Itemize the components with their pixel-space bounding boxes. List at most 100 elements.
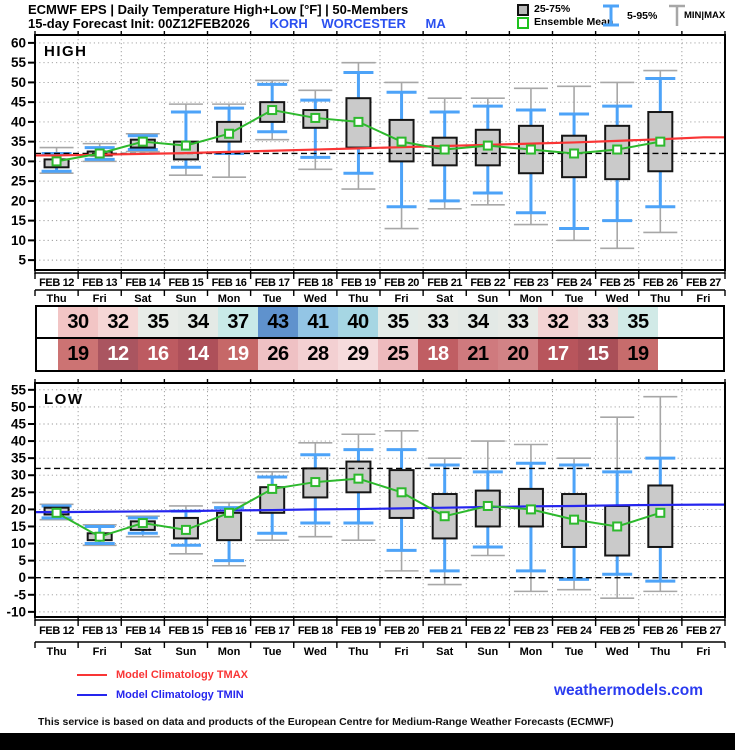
temp-cell: 35	[378, 307, 418, 337]
ensemble-mean-marker	[137, 518, 148, 529]
weekday-label: Sun	[477, 293, 498, 304]
temp-table-low-row: 19 12 16 14 19 26 28 29 25 18 21 20 17 15 19	[35, 339, 725, 372]
temp-cell: 28	[298, 339, 338, 370]
weekday-label: Sat	[134, 293, 151, 304]
weekday-label: Sun	[477, 646, 498, 658]
ensemble-mean-marker	[655, 136, 666, 147]
ensemble-mean-marker	[51, 156, 62, 167]
y-tick-label: 40	[11, 434, 26, 449]
y-tick-label: 55	[11, 382, 27, 397]
box-25-75-label: 25-75%	[534, 3, 571, 15]
y-tick-label: -5	[14, 587, 26, 602]
date-label: FEB 24	[557, 625, 593, 637]
tmax-legend-row: Model Climatology TMAX	[77, 669, 248, 681]
temp-cell: 35	[138, 307, 178, 337]
y-tick-label: 0	[18, 570, 26, 585]
ensemble-mean-label: Ensemble Mean	[534, 16, 614, 28]
weekday-label: Fri	[696, 293, 710, 304]
weekday-label: Thu	[46, 293, 66, 304]
temp-cell: 25	[378, 339, 418, 370]
station-state: MA	[425, 16, 446, 31]
y-tick-label: 15	[11, 519, 27, 534]
weekday-label: Fri	[395, 293, 409, 304]
table-spacer	[37, 307, 58, 337]
date-label: FEB 16	[212, 277, 247, 289]
tmin-legend-row: Model Climatology TMIN	[77, 689, 244, 701]
y-tick-label: 20	[11, 502, 26, 517]
ensemble-mean-marker	[310, 112, 321, 123]
ensemble-mean-marker	[353, 473, 364, 484]
temp-cell: 43	[258, 307, 298, 337]
weekday-label: Thu	[650, 293, 670, 304]
website-link[interactable]: weathermodels.com	[553, 682, 703, 699]
temp-cell: 32	[538, 307, 578, 337]
y-tick-label: 25	[11, 485, 27, 500]
ensemble-mean-marker	[655, 507, 666, 518]
temp-cell: 33	[578, 307, 618, 337]
temp-table: 30 32 35 34 37 43 41 40 35 33 34 33 32 33 35 19 12 16 14 19…	[35, 305, 725, 372]
station-id: KORH	[269, 16, 308, 31]
weekday-label: Wed	[606, 293, 629, 304]
date-label: FEB 18	[298, 277, 333, 289]
ensemble-mean-marker	[51, 507, 62, 518]
weekday-label: Mon	[218, 293, 241, 304]
y-tick-label: 45	[11, 95, 27, 110]
high-temperature-chart: 60 55 50 45 40 35 30 25 20 15 10 5 HIGH FEB 12 FEB 13 F…	[11, 31, 726, 304]
weekday-label: Wed	[304, 646, 327, 658]
date-label: FEB 21	[427, 277, 462, 289]
y-tick-label: 50	[11, 399, 26, 414]
date-label: FEB 22	[470, 625, 505, 637]
ensemble-mean-marker	[224, 507, 235, 518]
ensemble-mean-marker	[137, 136, 148, 147]
date-label: FEB 14	[125, 277, 161, 289]
y-tick-label: 5	[18, 253, 26, 268]
temp-table-high-row: 30 32 35 34 37 43 41 40 35 33 34 33 32 33 35	[35, 305, 725, 339]
ensemble-mean-marker	[612, 144, 623, 155]
date-label: FEB 16	[212, 625, 247, 637]
date-label: FEB 20	[384, 625, 419, 637]
plot-border	[34, 382, 726, 618]
y-tick-label: 30	[11, 468, 26, 483]
temp-cell: 35	[618, 307, 658, 337]
page-title: ECMWF EPS | Daily Temperature High+Low […	[28, 2, 409, 17]
date-label: FEB 15	[168, 625, 203, 637]
date-label: FEB 27	[686, 625, 721, 637]
temp-cell: 41	[298, 307, 338, 337]
date-label: FEB 15	[168, 277, 203, 289]
station-name: WORCESTER	[321, 16, 406, 31]
temp-cell: 16	[138, 339, 178, 370]
panel-label: HIGH	[44, 43, 88, 60]
date-label: FEB 17	[255, 277, 290, 289]
temp-cell: 15	[578, 339, 618, 370]
y-tick-label: 5	[18, 553, 26, 568]
date-label: FEB 23	[513, 625, 548, 637]
date-label: FEB 26	[643, 277, 678, 289]
date-label: FEB 17	[255, 625, 290, 637]
weekday-label: Sun	[176, 293, 197, 304]
weekday-label: Mon	[520, 646, 543, 658]
forecast-init-line: 15-day Forecast Init: 00Z12FEB2026 KORH …	[28, 16, 446, 31]
minmax-label: MIN|MAX	[684, 10, 726, 21]
box-25-75-icon	[517, 4, 529, 16]
disclaimer-text: This service is based on data and produc…	[38, 716, 614, 728]
whisker-5-95-icon	[603, 4, 619, 27]
ensemble-mean-marker	[224, 128, 235, 139]
temp-cell: 30	[58, 307, 98, 337]
date-label: FEB 13	[82, 625, 117, 637]
date-label: FEB 26	[643, 625, 678, 637]
temp-cell: 26	[258, 339, 298, 370]
tmax-line-sample	[77, 674, 107, 676]
date-label: FEB 20	[384, 277, 419, 289]
ensemble-mean-marker	[310, 477, 321, 488]
ensemble-mean-icon	[517, 17, 529, 29]
iqr-box	[604, 124, 631, 181]
bottom-black-bar	[0, 733, 735, 750]
ensemble-mean-marker	[353, 116, 364, 127]
date-label: FEB 19	[341, 277, 376, 289]
date-label: FEB 21	[427, 625, 462, 637]
date-label: FEB 12	[39, 277, 74, 289]
ensemble-mean-marker	[569, 514, 580, 525]
temp-cell: 19	[618, 339, 658, 370]
temp-cell: 33	[418, 307, 458, 337]
